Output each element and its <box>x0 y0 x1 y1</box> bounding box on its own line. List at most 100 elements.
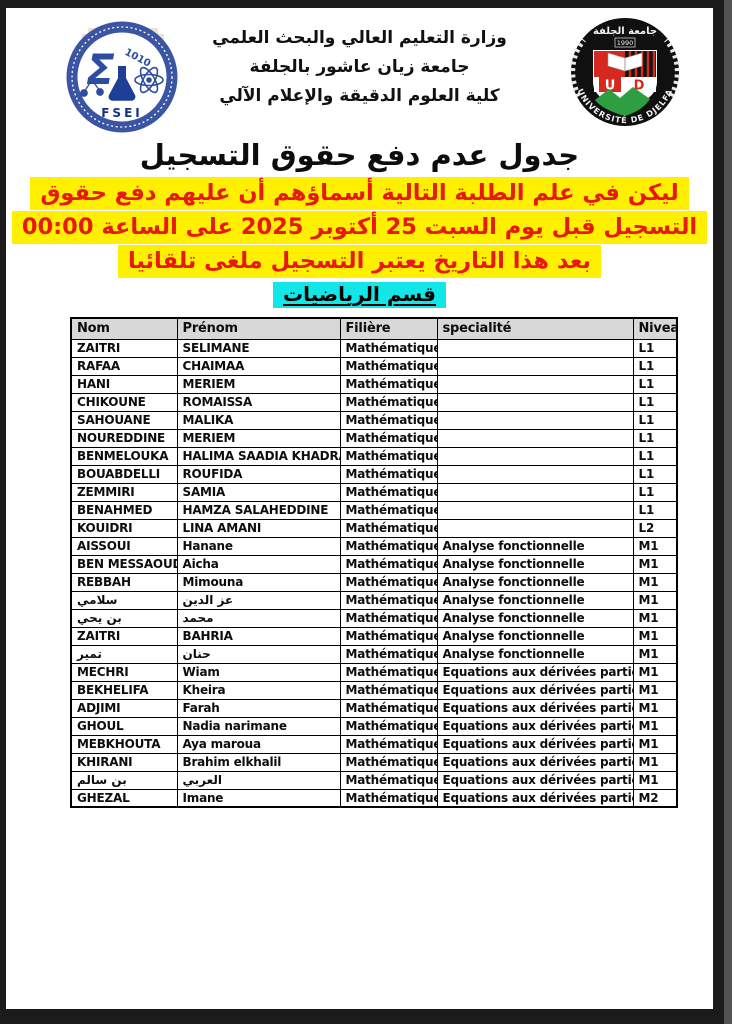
table-cell-prenom: العربي <box>176 770 341 790</box>
table-cell-nom: BENAHMED <box>70 500 178 520</box>
students-table-head: Nom Prénom Filière specialité Niveau <box>70 317 678 340</box>
ud-letter-u: U <box>605 79 616 94</box>
table-cell-niveau: L2 <box>632 518 678 538</box>
table-row: BEN MESSAOUD Aicha Mathématiques Analyse… <box>70 554 678 574</box>
table-cell-prenom: BAHRIA <box>176 626 341 646</box>
header-cell-filiere: Filière <box>339 317 438 340</box>
table-cell-filiere: Mathématiques <box>339 410 438 430</box>
faculty-line: كلية العلوم الدقيقة والإعلام الآلي <box>219 86 500 107</box>
table-cell-specialite <box>436 500 634 520</box>
table-cell-nom: بن يحي <box>70 608 178 628</box>
header-cell-nom: Nom <box>70 317 178 340</box>
table-cell-niveau: L1 <box>632 356 678 376</box>
table-cell-prenom: HAMZA SALAHEDDINE <box>176 500 341 520</box>
table-cell-prenom: MALIKA <box>176 410 341 430</box>
table-cell-prenom: HALIMA SAADIA KHADRA <box>176 446 341 466</box>
table-cell-niveau: M1 <box>632 626 678 646</box>
table-cell-niveau: L1 <box>632 482 678 502</box>
notice-line-3: بعد هذا التاريخ يعتبر التسجيل ملغى تلقائ… <box>117 245 602 279</box>
table-cell-nom: ZEMMIRI <box>70 482 178 502</box>
table-cell-niveau: M1 <box>632 608 678 628</box>
table-cell-filiere: Mathématiques <box>339 518 438 538</box>
ud-year: 1990 <box>617 39 634 47</box>
notice-block: ليكن في علم الطلبة التالية أسماؤهم أن عل… <box>6 177 713 279</box>
table-cell-specialite: Analyse fonctionnelle <box>436 608 634 628</box>
document-page: Σ 1010 FSEI <box>6 8 713 1009</box>
faculty-fsei-logo-icon: Σ 1010 FSEI <box>66 21 178 133</box>
table-cell-filiere: Mathématiques <box>339 554 438 574</box>
table-cell-prenom: SAMIA <box>176 482 341 502</box>
table-cell-prenom: ROMAISSA <box>176 392 341 412</box>
table-cell-nom: REBBAH <box>70 572 178 592</box>
scan-edge <box>724 0 732 1024</box>
table-cell-nom: HANI <box>70 374 178 394</box>
table-cell-specialite: Analyse fonctionnelle <box>436 554 634 574</box>
table-row: BEKHELIFA Kheira Mathématiques Equations… <box>70 680 678 700</box>
table-cell-niveau: M1 <box>632 590 678 610</box>
table-cell-nom: CHIKOUNE <box>70 392 178 412</box>
table-cell-nom: KOUIDRI <box>70 518 178 538</box>
table-cell-filiere: Mathématiques <box>339 338 438 358</box>
table-cell-prenom: Nadia narimane <box>176 716 341 736</box>
notice-line-2: التسجيل قبل يوم السبت 25 أكتوبر 2025 على… <box>11 211 708 245</box>
table-row: SAHOUANE MALIKA Mathématiques L1 <box>70 410 678 430</box>
table-cell-niveau: M1 <box>632 752 678 772</box>
table-cell-specialite: Equations aux dérivées partielles <box>436 788 634 808</box>
table-cell-nom: تمير <box>70 644 178 664</box>
table-cell-nom: GHOUL <box>70 716 178 736</box>
table-cell-nom: KHIRANI <box>70 752 178 772</box>
table-row: BENMELOUKA HALIMA SAADIA KHADRA Mathémat… <box>70 446 678 466</box>
table-cell-specialite: Equations aux dérivées partielles <box>436 716 634 736</box>
ud-letter-d: D <box>634 79 645 94</box>
table-cell-specialite: Equations aux dérivées partielles <box>436 770 634 790</box>
table-row: REBBAH Mimouna Mathématiques Analyse fon… <box>70 572 678 592</box>
table-cell-niveau: M1 <box>632 554 678 574</box>
table-cell-prenom: محمد <box>176 608 341 628</box>
table-cell-niveau: L1 <box>632 392 678 412</box>
table-cell-filiere: Mathématiques <box>339 590 438 610</box>
table-cell-nom: SAHOUANE <box>70 410 178 430</box>
header-cell-prenom: Prénom <box>176 317 341 340</box>
table-row: KOUIDRI LINA AMANI Mathématiques L2 <box>70 518 678 538</box>
table-cell-prenom: Imane <box>176 788 341 808</box>
table-cell-specialite: Equations aux dérivées partielles <box>436 662 634 682</box>
table-cell-filiere: Mathématiques <box>339 734 438 754</box>
table-cell-niveau: M1 <box>632 770 678 790</box>
table-cell-nom: BENMELOUKA <box>70 446 178 466</box>
table-cell-specialite: Analyse fonctionnelle <box>436 572 634 592</box>
table-cell-nom: GHEZAL <box>70 788 178 808</box>
table-cell-nom: BEN MESSAOUD <box>70 554 178 574</box>
table-cell-prenom: MERIEM <box>176 374 341 394</box>
table-cell-filiere: Mathématiques <box>339 572 438 592</box>
table-cell-prenom: Kheira <box>176 680 341 700</box>
table-cell-niveau: M1 <box>632 572 678 592</box>
table-row: BENAHMED HAMZA SALAHEDDINE Mathématiques… <box>70 500 678 520</box>
table-row: ADJIMI Farah Mathématiques Equations aux… <box>70 698 678 718</box>
table-cell-specialite <box>436 338 634 358</box>
table-cell-specialite <box>436 482 634 502</box>
table-cell-specialite: Equations aux dérivées partielles <box>436 680 634 700</box>
ud-arabic-name: جامعة الجلفة <box>593 26 657 37</box>
table-row: تمير حنان Mathématiques Analyse fonction… <box>70 644 678 664</box>
table-cell-niveau: L1 <box>632 410 678 430</box>
table-cell-prenom: LINA AMANI <box>176 518 341 538</box>
table-row: CHIKOUNE ROMAISSA Mathématiques L1 <box>70 392 678 412</box>
table-cell-niveau: M1 <box>632 680 678 700</box>
table-row: BOUABDELLI ROUFIDA Mathématiques L1 <box>70 464 678 484</box>
table-row: بن يحي محمد Mathématiques Analyse foncti… <box>70 608 678 628</box>
table-cell-niveau: L1 <box>632 338 678 358</box>
atom-icon <box>134 66 164 94</box>
table-cell-filiere: Mathématiques <box>339 770 438 790</box>
fsei-acronym: FSEI <box>101 106 143 120</box>
table-cell-filiere: Mathématiques <box>339 680 438 700</box>
students-table: Nom Prénom Filière specialité Niveau ZAI… <box>70 317 678 809</box>
table-cell-prenom: حنان <box>176 644 341 664</box>
table-cell-prenom: Aya maroua <box>176 734 341 754</box>
department-heading: قسم الرياضيات <box>6 282 713 309</box>
flask-icon <box>108 66 136 101</box>
table-cell-filiere: Mathématiques <box>339 446 438 466</box>
header-cell-niveau: Niveau <box>632 317 678 340</box>
document-title: جدول عدم دفع حقوق التسجيل <box>139 138 580 172</box>
ministry-line: وزارة التعليم العالي والبحث العلمي <box>212 28 507 48</box>
